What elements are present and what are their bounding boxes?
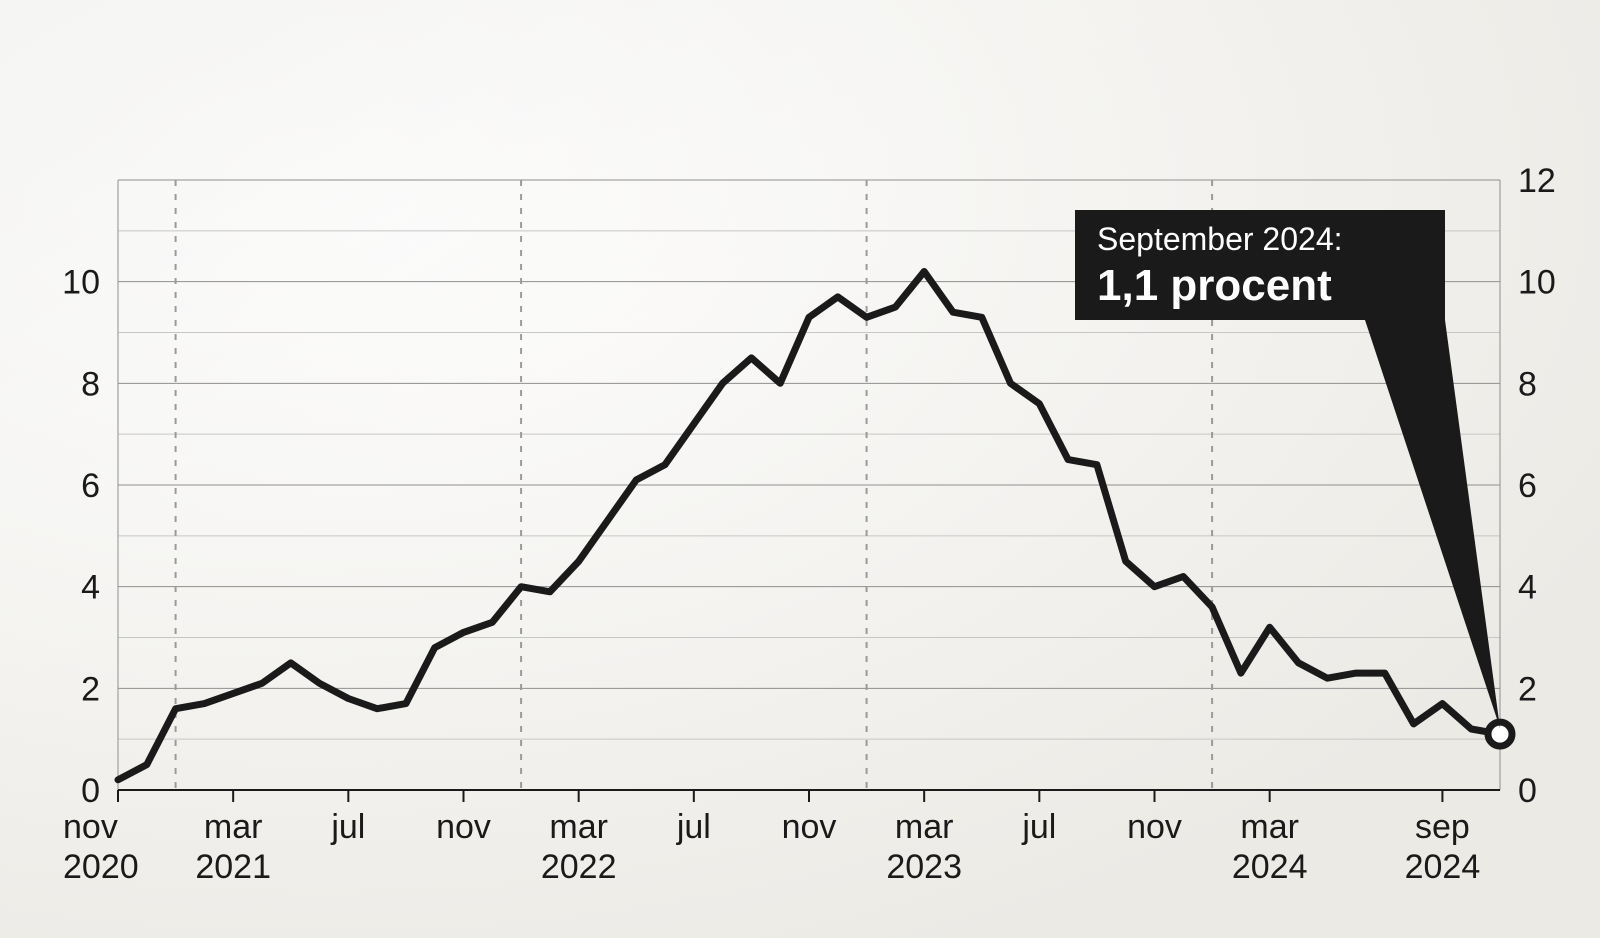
x-axis-month: nov xyxy=(782,808,837,846)
y-axis-label-left: 6 xyxy=(81,467,100,505)
callout-month-label: September 2024: xyxy=(1097,221,1343,257)
series-end-marker xyxy=(1488,722,1512,746)
y-axis-label-right: 8 xyxy=(1518,365,1537,403)
callout-value-label: 1,1 procent xyxy=(1097,261,1332,310)
y-axis-label-right: 6 xyxy=(1518,467,1537,505)
x-axis-year: 2023 xyxy=(886,848,962,886)
y-axis-label-right: 12 xyxy=(1518,162,1556,200)
x-axis-month: jul xyxy=(676,808,711,846)
x-axis-month: nov xyxy=(63,808,118,846)
x-axis-year: 2021 xyxy=(195,848,271,886)
x-axis-month: jul xyxy=(1021,808,1056,846)
y-axis-label-left: 4 xyxy=(81,569,100,607)
x-axis-month: mar xyxy=(895,808,954,846)
page: Inflationstakten i september Prisöknings… xyxy=(0,0,1600,938)
x-axis-month: nov xyxy=(1127,808,1182,846)
x-axis-year: 2024 xyxy=(1405,848,1481,886)
x-axis-year: 2020 xyxy=(63,848,139,886)
x-axis-month: jul xyxy=(330,808,365,846)
y-axis-label-right: 10 xyxy=(1518,264,1556,302)
y-axis-label-right: 0 xyxy=(1518,772,1537,810)
y-axis-label-left: 10 xyxy=(62,264,100,302)
y-axis-label-left: 2 xyxy=(81,670,100,708)
x-axis-month: nov xyxy=(436,808,491,846)
x-axis-year: 2024 xyxy=(1232,848,1308,886)
y-axis-label-left: 8 xyxy=(81,365,100,403)
x-axis-month: mar xyxy=(204,808,263,846)
chart: 20020500246810024681012nov2020mar2021jul… xyxy=(0,0,1600,938)
x-axis-year: 2022 xyxy=(541,848,617,886)
x-axis-month: sep xyxy=(1415,808,1470,846)
x-axis-month: mar xyxy=(549,808,608,846)
y-axis-label-right: 2 xyxy=(1518,670,1537,708)
x-axis-month: mar xyxy=(1240,808,1299,846)
y-axis-label-right: 4 xyxy=(1518,569,1537,607)
y-axis-label-left: 0 xyxy=(81,772,100,810)
